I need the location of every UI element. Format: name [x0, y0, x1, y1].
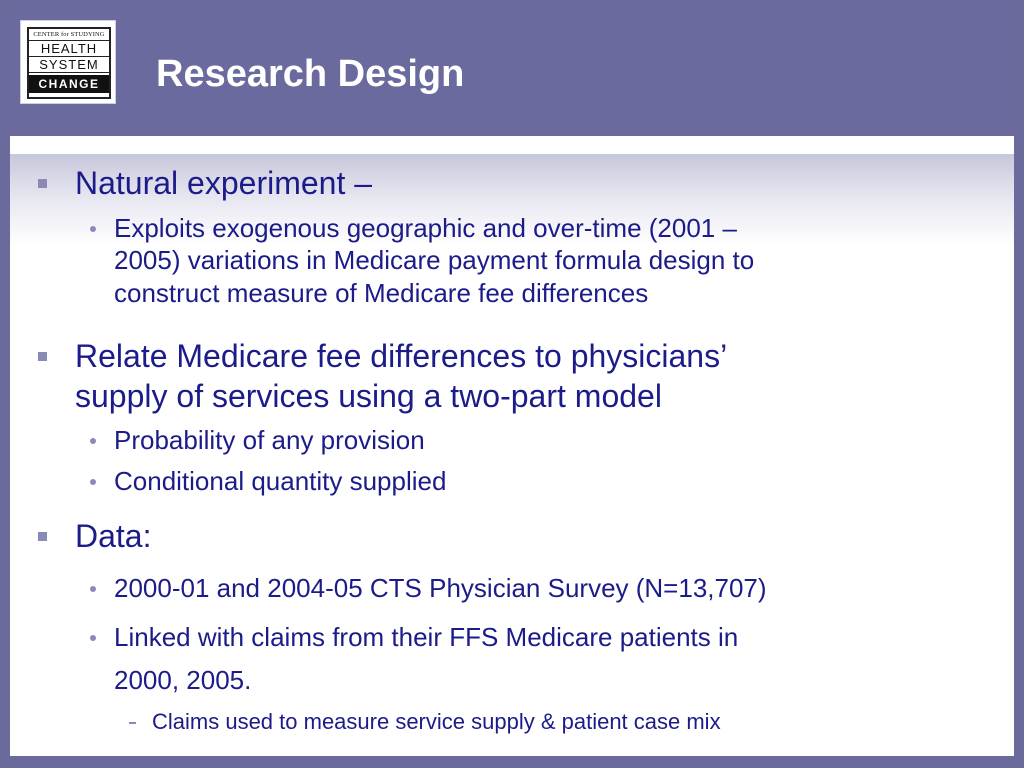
bullet-3-text: Data: [75, 518, 152, 554]
slide-header [6, 6, 1006, 128]
bullet-dot-icon [90, 635, 96, 641]
bullet-3-2-line-1: Linked with claims from their FFS Medica… [114, 622, 739, 652]
logo-frame: CENTER for STUDYING HEALTH SYSTEM CHANGE [27, 27, 111, 99]
bullet-1-1-line-3: construct measure of Medicare fee differ… [114, 278, 649, 308]
content-top-band [10, 136, 1014, 154]
logo-health-text: HEALTH [29, 40, 109, 57]
bullet-dot-icon [90, 479, 96, 485]
bullet-2-1-text: Probability of any provision [114, 425, 425, 455]
logo-top-text: CENTER for STUDYING [33, 31, 105, 38]
bullet-3-1-text: 2000-01 and 2004-05 CTS Physician Survey… [114, 573, 767, 603]
bullet-3-2-1-text: Claims used to measure service supply & … [152, 709, 721, 734]
bullet-2-2-text: Conditional quantity supplied [114, 466, 447, 496]
bullet-square-icon [38, 352, 47, 361]
bullet-dot-icon [90, 226, 96, 232]
hsc-logo: CENTER for STUDYING HEALTH SYSTEM CHANGE [20, 20, 116, 104]
slide-content [10, 136, 1014, 756]
bullet-dot-icon [90, 438, 96, 444]
bullet-2-line-1: Relate Medicare fee differences to physi… [75, 338, 728, 374]
bullet-square-icon [38, 179, 47, 188]
bullet-3-2-line-2: 2000, 2005. [114, 665, 252, 695]
bullet-dash-icon [129, 722, 136, 724]
bullet-1-text: Natural experiment – [75, 165, 373, 201]
content-gradient [10, 136, 1014, 246]
bullet-1-1-line-1: Exploits exogenous geographic and over-t… [114, 213, 737, 243]
bullet-2-line-2: supply of services using a two-part mode… [75, 378, 662, 414]
bullet-dot-icon [90, 586, 96, 592]
logo-system-text: SYSTEM [29, 57, 109, 73]
bullet-1-1-line-2: 2005) variations in Medicare payment for… [114, 245, 755, 275]
slide-title: Research Design [156, 53, 465, 95]
logo-change-text: CHANGE [29, 75, 109, 93]
bullet-square-icon [38, 532, 47, 541]
